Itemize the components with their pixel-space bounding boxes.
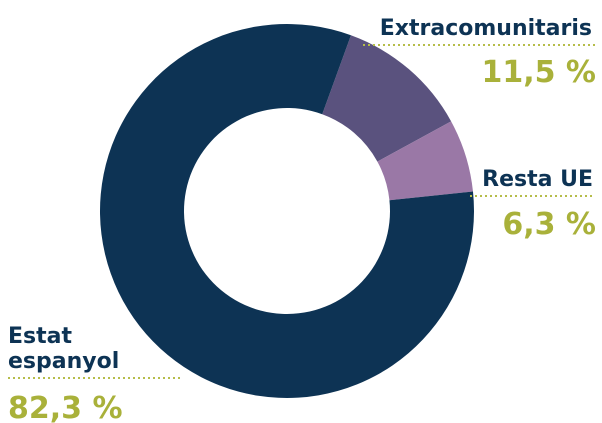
value-resta-ue: 6,3 % — [502, 207, 596, 242]
donut-slices — [99, 23, 474, 399]
slice-extracomunitaris — [322, 35, 452, 162]
slice-resta-ue — [377, 121, 473, 201]
label-extracomunitaris: Extracomunitaris — [380, 16, 592, 41]
label-estat-espanyol-line1: Estat — [8, 324, 72, 349]
value-estat-espanyol: 82,3 % — [8, 391, 123, 423]
slice-estat-espanyol — [99, 23, 474, 399]
value-extracomunitaris: 11,5 % — [481, 55, 596, 90]
label-resta-ue: Resta UE — [482, 167, 593, 192]
label-estat-espanyol-line2: espanyol — [8, 349, 119, 374]
